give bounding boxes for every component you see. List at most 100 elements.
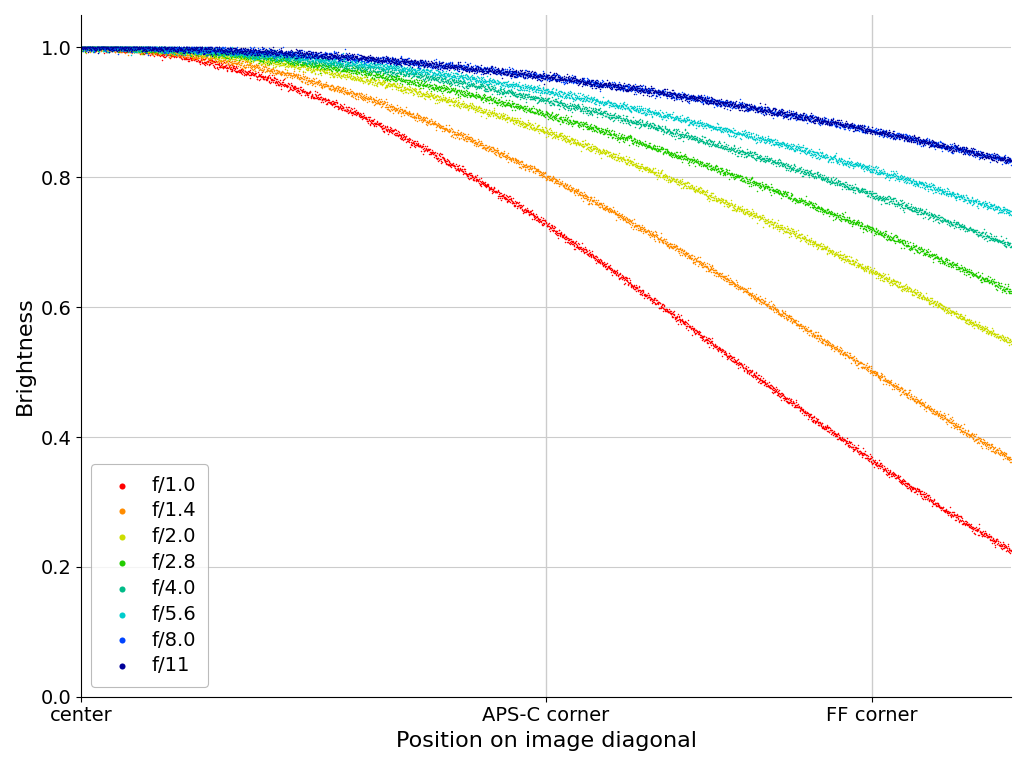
f/5.6 [674, 114, 690, 126]
f/2.8 [491, 97, 508, 109]
f/11 [931, 138, 947, 150]
f/2.8 [252, 49, 269, 61]
f/2.8 [386, 74, 402, 86]
f/2.8 [206, 48, 223, 61]
f/11 [902, 135, 918, 147]
f/1.0 [922, 493, 939, 506]
f/8.0 [96, 42, 113, 54]
f/1.4 [402, 107, 419, 119]
f/4.0 [126, 46, 143, 58]
f/8.0 [658, 88, 674, 100]
f/2.8 [483, 92, 500, 104]
f/4.0 [373, 64, 390, 77]
f/1.0 [431, 152, 447, 165]
f/2.8 [520, 103, 537, 116]
f/5.6 [404, 65, 421, 77]
f/2.8 [839, 214, 856, 226]
f/11 [81, 42, 97, 54]
f/8.0 [145, 41, 161, 54]
f/8.0 [586, 77, 602, 90]
f/11 [556, 73, 573, 85]
f/1.0 [240, 65, 256, 77]
f/1.0 [245, 69, 262, 81]
f/1.4 [959, 427, 976, 439]
f/5.6 [274, 49, 290, 61]
f/8.0 [731, 96, 747, 108]
f/8.0 [735, 100, 751, 112]
f/1.4 [610, 208, 627, 220]
f/11 [320, 51, 337, 63]
f/4.0 [80, 41, 96, 54]
f/2.0 [823, 245, 839, 257]
f/1.0 [252, 68, 269, 80]
f/5.6 [397, 65, 413, 77]
f/8.0 [183, 45, 199, 57]
f/5.6 [467, 75, 483, 87]
f/1.0 [424, 146, 440, 159]
f/2.0 [534, 123, 550, 136]
f/11 [581, 78, 597, 90]
f/2.8 [424, 82, 440, 94]
f/8.0 [166, 44, 183, 57]
f/5.6 [966, 195, 983, 207]
f/1.4 [783, 313, 799, 325]
f/8.0 [849, 119, 865, 132]
f/5.6 [571, 92, 588, 104]
f/2.0 [419, 90, 435, 102]
f/11 [966, 149, 983, 161]
f/4.0 [592, 107, 608, 119]
f/2.8 [554, 116, 570, 128]
f/8.0 [787, 110, 803, 123]
f/2.8 [75, 44, 91, 56]
f/4.0 [705, 138, 721, 150]
f/2.0 [936, 304, 952, 316]
f/2.0 [761, 214, 778, 227]
f/2.0 [889, 279, 905, 291]
f/8.0 [209, 49, 226, 61]
f/1.0 [670, 308, 686, 320]
f/8.0 [906, 133, 922, 145]
f/1.0 [185, 53, 201, 65]
f/2.0 [948, 309, 964, 322]
f/4.0 [635, 119, 652, 131]
f/1.4 [384, 101, 400, 113]
f/8.0 [706, 96, 722, 108]
f/11 [74, 41, 90, 54]
f/2.0 [199, 47, 215, 60]
f/4.0 [540, 92, 556, 104]
f/2.0 [219, 50, 235, 62]
f/11 [671, 90, 687, 103]
f/8.0 [125, 41, 142, 54]
f/2.8 [236, 51, 252, 64]
f/8.0 [221, 41, 237, 54]
f/5.6 [896, 171, 912, 183]
f/5.6 [198, 47, 214, 60]
f/8.0 [629, 81, 645, 93]
f/2.0 [740, 208, 756, 220]
f/11 [777, 108, 793, 120]
f/1.4 [600, 205, 617, 218]
f/2.8 [543, 108, 559, 120]
f/2.8 [385, 74, 401, 86]
f/4.0 [517, 89, 534, 101]
f/2.8 [1000, 284, 1017, 296]
f/4.0 [543, 98, 559, 110]
f/5.6 [707, 120, 723, 133]
f/11 [861, 123, 877, 136]
f/11 [278, 44, 294, 57]
f/11 [634, 85, 650, 97]
f/1.0 [268, 75, 284, 87]
f/2.8 [308, 60, 324, 72]
f/4.0 [631, 122, 647, 134]
f/4.0 [266, 51, 282, 63]
f/11 [798, 113, 815, 126]
f/4.0 [875, 190, 892, 202]
f/8.0 [543, 70, 559, 82]
f/1.4 [758, 300, 775, 313]
f/5.6 [717, 123, 734, 135]
f/1.4 [821, 339, 837, 352]
f/8.0 [129, 43, 146, 55]
f/1.4 [300, 77, 316, 90]
f/2.0 [299, 64, 315, 76]
f/11 [557, 73, 574, 85]
